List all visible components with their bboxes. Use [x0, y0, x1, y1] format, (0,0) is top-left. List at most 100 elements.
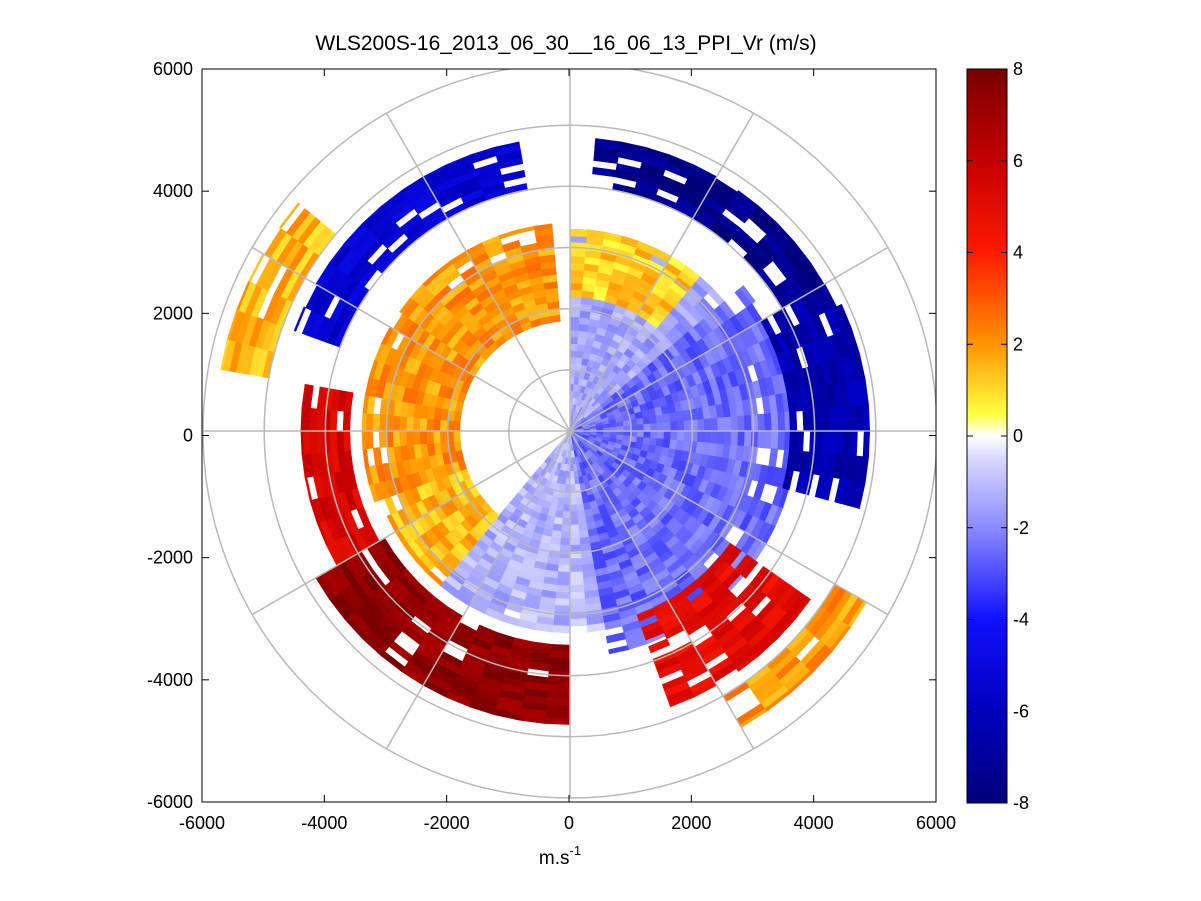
heat-cell-s7	[795, 430, 805, 452]
heat-cell-s4	[439, 430, 448, 443]
heat-cell-s1	[757, 430, 766, 449]
heat-cell-s1	[650, 430, 658, 439]
heat-cell-s1	[710, 417, 719, 432]
heat-cell-s2	[569, 611, 587, 620]
heat-cell-s5	[569, 282, 584, 291]
heat-cell-s0	[569, 316, 581, 325]
heat-cell-s2	[569, 524, 580, 533]
heat-cell-s4	[533, 223, 553, 231]
heat-cell-s2	[569, 564, 583, 573]
heat-cell-s5	[569, 262, 586, 271]
heat-cell-s2	[552, 625, 571, 634]
azimuth-spoke	[385, 430, 571, 750]
heat-cell-s2	[562, 511, 571, 519]
heat-cell-s7	[829, 407, 838, 432]
colorbar-tick-label: -8	[1013, 793, 1029, 813]
heat-cell-s1	[663, 430, 672, 441]
heat-cell-s11	[342, 410, 351, 432]
heat-cell-s1	[670, 430, 679, 441]
heat-cell-s1	[683, 420, 692, 432]
heat-cell-s4	[361, 430, 367, 450]
heat-cell-s11	[335, 430, 345, 452]
heat-cell-s11	[302, 407, 311, 432]
heat-cell-s0	[569, 235, 588, 244]
heat-cell-s0	[569, 296, 583, 304]
heat-cell-s2	[569, 537, 581, 546]
heat-cell-s0	[569, 343, 578, 351]
heat-cell-s7	[849, 430, 858, 457]
heat-cell-s2	[569, 604, 587, 614]
heat-cell-s4	[419, 430, 428, 445]
heat-cell-s2	[557, 558, 571, 566]
heat-cell-s2	[554, 598, 571, 607]
y-tick-label: 2000	[153, 303, 193, 323]
heat-cell-s1	[717, 430, 726, 445]
heat-cell-s2	[569, 558, 583, 566]
heat-cell-s7	[829, 430, 838, 455]
heat-cell-s11	[302, 430, 311, 455]
heat-cell-s10	[546, 690, 571, 700]
heat-cell-s2	[559, 544, 571, 553]
heat-cell-s1	[750, 430, 759, 448]
heat-cell-s2	[574, 483, 581, 492]
heat-cell-s4	[398, 415, 408, 432]
heat-cell-s2	[553, 611, 571, 620]
colorbar	[966, 68, 1008, 804]
heat-cell-s1	[764, 413, 773, 432]
heat-cell-s4	[372, 413, 381, 432]
heat-cell-s4	[412, 430, 421, 446]
x-axis: -6000 -4000 -2000 0 2000 4000 6000	[179, 69, 956, 833]
heat-cell-s1	[739, 285, 756, 305]
colorbar-tick-label: 0	[1013, 426, 1023, 446]
heat-cell-s7	[835, 430, 845, 456]
heat-cell-s10	[547, 677, 571, 686]
colorbar-tick-label: 2	[1013, 334, 1023, 354]
heat-cell-s1	[642, 416, 651, 425]
heat-cell-s4	[419, 417, 428, 432]
heat-cell-s2	[554, 591, 571, 600]
x-tick-label: 6000	[916, 813, 956, 833]
heat-cell-s2	[569, 598, 586, 607]
heat-cell-s1	[737, 430, 746, 447]
x-tick-label: -6000	[179, 813, 225, 833]
heat-cell-s1	[622, 420, 631, 427]
heat-cell-s9	[668, 693, 695, 708]
heat-cell-s1	[770, 412, 779, 432]
heat-cell-s2	[586, 622, 606, 633]
heat-cell-s0	[569, 336, 579, 345]
heat-cell-s9	[643, 626, 665, 641]
heat-cell-s1	[730, 415, 739, 432]
heat-cell-s1	[655, 438, 665, 448]
heat-cell-s2	[569, 504, 578, 513]
heat-cell-s10	[549, 650, 571, 659]
heat-cell-s1	[650, 423, 658, 432]
heat-cell-s7	[782, 468, 794, 491]
heat-cell-s8	[293, 306, 306, 332]
heat-cell-s4	[452, 430, 461, 442]
colorbar-tick-label: 4	[1013, 243, 1023, 263]
heat-cell-s9	[735, 652, 760, 672]
velocity-heatmap	[220, 138, 871, 729]
heat-cell-s9	[657, 662, 682, 679]
heat-cell-s2	[569, 544, 581, 553]
heat-cell-s11	[316, 386, 327, 410]
heat-cell-s2	[569, 511, 578, 519]
heat-cell-s2	[560, 524, 571, 533]
heat-cell-s7	[862, 430, 871, 458]
azimuth-spoke	[385, 112, 571, 432]
heat-cell-s1	[777, 411, 786, 432]
heat-cell-s0	[569, 329, 580, 338]
heat-cell-s11	[315, 408, 325, 432]
x-tick-label: 4000	[794, 813, 834, 833]
heat-cell-s7	[815, 430, 825, 454]
heat-cell-s5	[569, 269, 585, 278]
heat-cell-s1	[676, 420, 685, 432]
heat-cell-s5	[569, 255, 586, 264]
heat-cell-s2	[559, 537, 571, 546]
heat-cell-s1	[623, 425, 631, 432]
heat-cell-s1	[743, 414, 753, 432]
colorbar-tick-label: -4	[1013, 610, 1029, 630]
heat-cell-s4	[439, 419, 448, 432]
heat-cell-s1	[643, 430, 652, 439]
heat-cell-s4	[425, 418, 434, 432]
